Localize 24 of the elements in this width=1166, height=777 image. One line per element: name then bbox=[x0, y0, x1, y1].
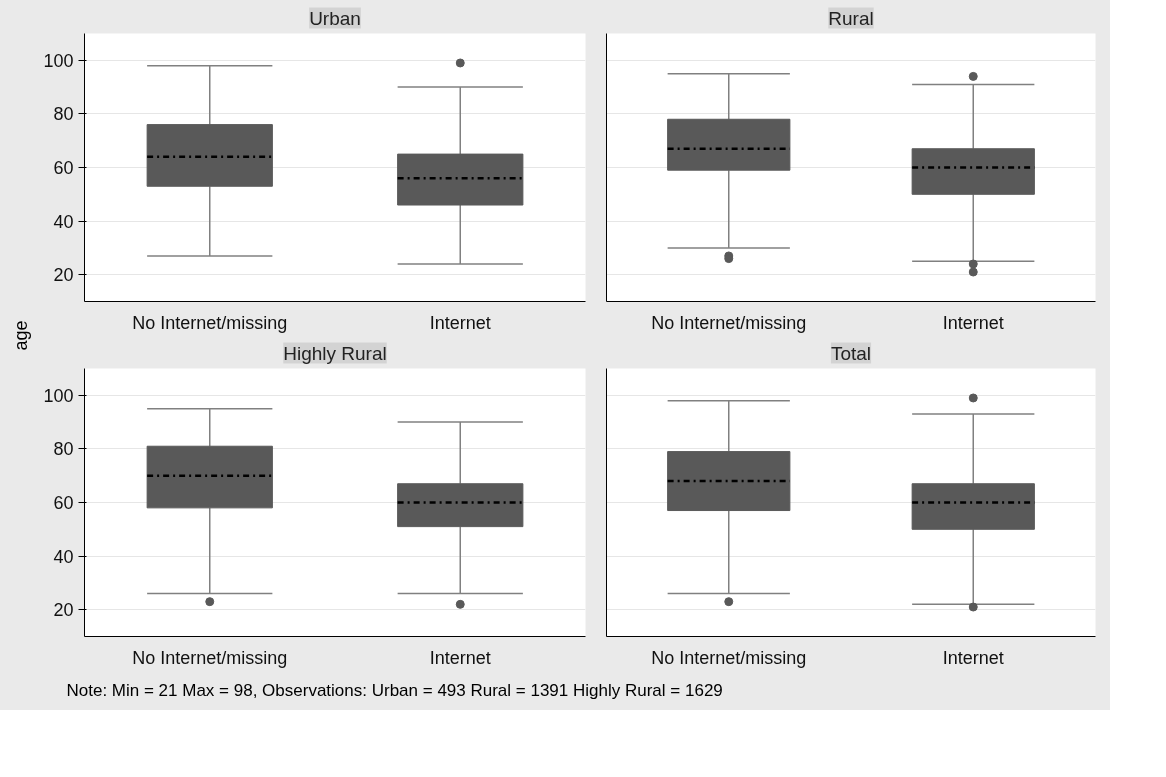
x-tick-label: Internet bbox=[942, 647, 1004, 668]
chart-title: Urban bbox=[309, 7, 361, 29]
x-tick-label: No Internet/missing bbox=[132, 647, 288, 668]
x-tick-label: Internet bbox=[942, 312, 1004, 333]
x-tick-label: No Internet/missing bbox=[651, 312, 807, 333]
y-tick-label: 40 bbox=[53, 546, 74, 567]
y-tick-label: 80 bbox=[53, 439, 74, 460]
chart-title: Total bbox=[830, 342, 872, 364]
y-tick-label: 60 bbox=[53, 493, 74, 513]
y-axis-title: age bbox=[10, 320, 31, 351]
x-tick-label: No Internet/missing bbox=[651, 647, 807, 668]
y-tick-label: 100 bbox=[43, 50, 74, 71]
y-tick-label: 80 bbox=[53, 104, 74, 125]
y-tick-label: 20 bbox=[53, 600, 74, 621]
y-tick-label: 60 bbox=[53, 158, 74, 178]
text: Note: Min = 21 Max = 98, Observations: Urban = 493 Rural = 1391 Highly Rural = 1629 bbox=[66, 681, 723, 700]
x-tick-label: Internet bbox=[429, 647, 491, 668]
x-tick-label: No Internet/missing bbox=[132, 312, 288, 333]
chart-title: Highly Rural bbox=[283, 342, 387, 364]
y-tick-label: 20 bbox=[53, 265, 74, 286]
chart-title: Rural bbox=[828, 7, 874, 29]
x-tick-label: Internet bbox=[429, 312, 491, 333]
y-tick-label: 100 bbox=[43, 385, 74, 406]
y-tick-label: 40 bbox=[53, 211, 74, 232]
